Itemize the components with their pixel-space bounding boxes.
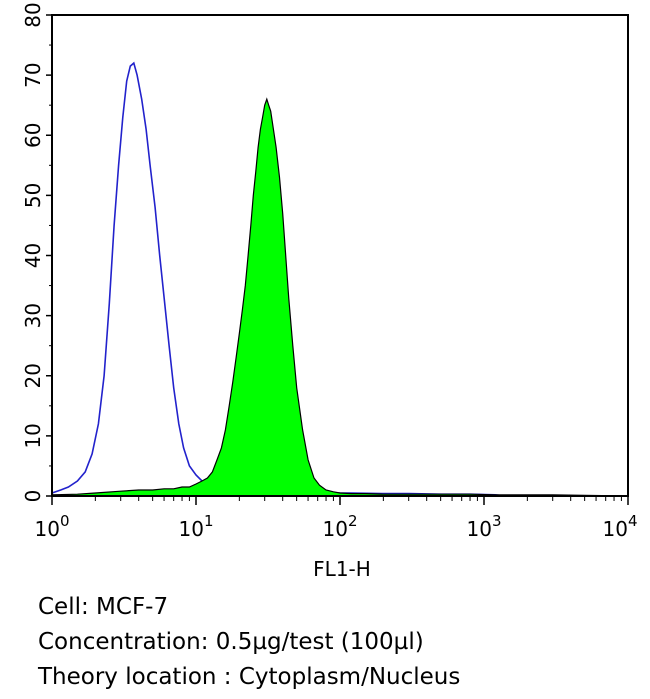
plot-frame	[51, 14, 629, 497]
x-tick-label: 103	[467, 512, 502, 541]
y-tick-label: 20	[21, 363, 45, 388]
x-tick-label: 104	[603, 512, 638, 541]
y-tick-label: 10	[21, 423, 45, 448]
y-tick-label: 30	[21, 303, 45, 328]
series-layer	[51, 61, 629, 497]
x-tick-label: 100	[35, 512, 70, 541]
x-axis: 100 101 102 103 104	[35, 496, 638, 541]
y-tick-label: 0	[21, 490, 45, 503]
caption-concentration: Concentration: 0.5µg/test (100µl)	[38, 629, 424, 655]
y-tick-label: 60	[21, 123, 45, 148]
caption-cell: Cell: MCF-7	[38, 594, 169, 620]
y-axis: 0 10 20 30 40 50 60 70 80	[21, 2, 52, 502]
caption-location: Theory location : Cytoplasm/Nucleus	[38, 664, 461, 690]
y-tick-label: 70	[21, 62, 45, 87]
series-filled-histogram	[51, 97, 629, 497]
x-tick-label: 101	[179, 512, 214, 541]
flow-cytometry-histogram: 0 10 20 30 40 50 60 70 80 100 101 102 103 104 FL1-H	[21, 2, 638, 581]
y-tick-label: 40	[21, 243, 45, 268]
y-tick-label: 50	[21, 183, 45, 208]
x-axis-label: FL1-H	[313, 557, 371, 581]
x-tick-label: 102	[323, 512, 358, 541]
y-tick-label: 80	[21, 2, 45, 27]
